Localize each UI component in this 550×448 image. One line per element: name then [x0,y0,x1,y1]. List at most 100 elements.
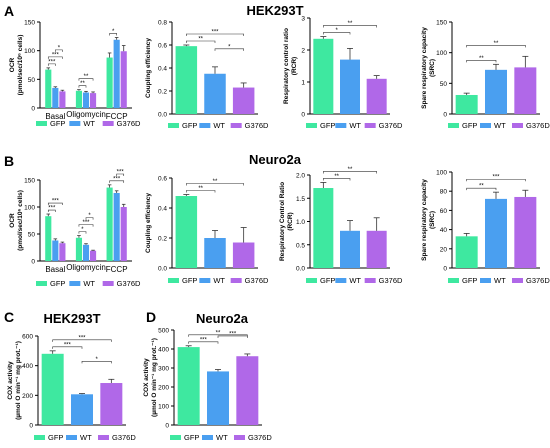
chart-b-ocr: 0 50 100 150 OCR (pmol/sec/10⁶ cells) Basal Oli… [9,170,141,289]
legend-swatch [69,281,81,286]
significance-bracket [81,361,112,364]
bar [204,238,226,268]
y-tick-label: 1 [301,80,305,87]
significance-bracket [109,33,117,36]
chart-b-rcr: 0.0 0.5 1.0 1.5 2.0 Respiratory Control Ratio… [279,167,403,285]
significance-bracket [78,78,94,81]
y-tick-label: 0.6 [158,176,167,183]
y-tick-label: 0.8 [158,20,167,27]
x-tick-label: FCCP [106,265,128,274]
significance-bracket [78,224,94,227]
y-tick-label: 50 [28,77,36,84]
legend-label: WT [494,121,506,130]
legend-label: WT [83,119,95,128]
significance-bracket [47,202,63,206]
bar [340,230,360,268]
significance-bracket [85,217,94,220]
y-tick-label: 0.2 [158,89,167,96]
legend-swatch [448,123,459,128]
significance-bracket [323,25,377,28]
x-tick-label: Basal [45,112,65,121]
significance-label: *** [78,335,86,341]
y-axis-label: COX activity [143,358,150,397]
significance-bracket [323,178,351,181]
chart-b-src: 0 20 40 60 80 100 Spare respiratory capacity (S… [421,170,550,286]
legend-swatch [170,435,181,440]
significance-label: ** [479,56,484,62]
significance-label: *** [64,342,72,348]
legend-swatch [335,123,347,128]
significance-label: * [58,45,61,51]
bar [366,230,387,268]
y-tick-label: 0.4 [158,206,167,213]
y-axis-label: COX activity [7,361,14,400]
row-title-hek293t: HEK293T [246,3,303,18]
y-tick-label: 0.0 [296,266,305,273]
y-tick-label: 400 [158,347,169,354]
y-axis-label: Spare respiratory capacity [421,179,428,261]
legend-swatch [335,278,347,283]
significance-bracket [52,339,112,342]
chart-d-cox: 0 100 200 300 400 500 COX activity (µmol O min⁻… [143,328,272,443]
y-tick-label: 0 [31,259,35,266]
bar [514,67,537,114]
bar [313,38,334,114]
significance-label: ** [213,179,218,185]
legend-label: GFP [462,121,477,130]
legend-label: GFP [320,121,335,130]
significance-label: ** [348,167,353,173]
y-tick-label: 200 [158,385,169,392]
significance-bracket [47,209,56,213]
y-axis-label: (pmol/sec/10⁶ cells) [17,35,24,96]
y-tick-label: 80 [440,189,448,196]
legend-swatch [34,435,45,440]
y-tick-label: 0.5 [296,242,305,249]
y-axis-label: Coupling efficiency [145,193,152,253]
legend-label: WT [80,433,92,442]
y-axis-label: Coupling efficiency [145,38,152,98]
significance-label: *** [229,331,237,337]
legend-label: G376D [117,279,141,288]
legend-label: G376D [245,276,269,285]
bar [514,196,537,268]
bar [106,187,113,261]
significance-label: *** [82,220,90,226]
legend-swatch [102,121,114,126]
bar [113,192,120,261]
significance-label: *** [48,206,56,212]
y-tick-label: 60 [440,208,448,215]
y-tick-label: 0 [31,106,35,113]
legend-swatch [199,123,211,128]
y-tick-label: 0.4 [158,66,167,73]
legend-label: G376D [117,119,141,128]
y-tick-label: 3 [301,16,305,23]
bar [113,39,120,109]
y-tick-label: 0 [301,112,305,119]
bar [52,87,59,108]
legend-label: G376D [526,121,550,130]
legend-swatch [98,435,109,440]
significance-bracket [214,48,244,51]
bar [204,73,226,114]
y-axis-label: OCR [9,213,16,228]
legend-swatch [480,123,491,128]
y-tick-label: 400 [22,363,33,370]
significance-label: ** [198,37,203,43]
y-axis-label: (SRC) [429,211,436,229]
legend-swatch [230,278,242,283]
y-tick-label: 150 [24,20,35,27]
legend-swatch [448,278,459,283]
legend-swatch [364,123,376,128]
legend-label: GFP [50,119,65,128]
bar [82,92,90,108]
title-cox-neuro2a: Neuro2a [196,311,249,326]
bar [59,243,66,261]
significance-label: *** [113,176,121,182]
bar [89,93,97,108]
significance-label: *** [117,170,125,176]
significance-label: * [228,44,231,50]
legend-swatch [69,121,81,126]
bar [100,383,123,425]
y-tick-label: 1.5 [296,196,305,203]
